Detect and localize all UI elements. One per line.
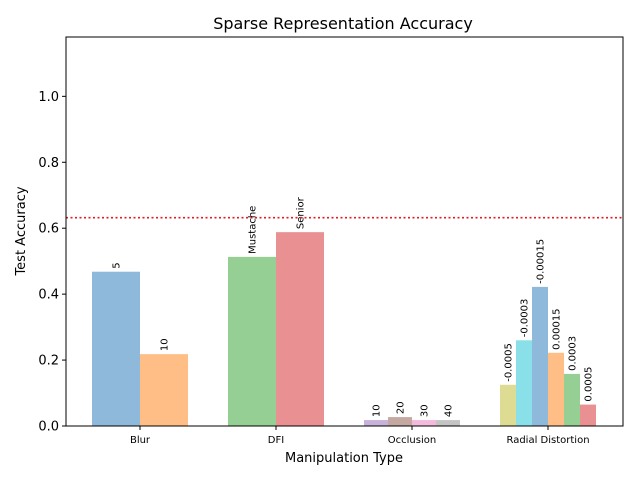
bar — [92, 271, 140, 426]
x-tick-label: DFI — [268, 435, 284, 446]
bar-value-label: 10 — [372, 404, 383, 417]
bar-value-label: 0.0005 — [584, 367, 595, 402]
y-tick-label: 0.2 — [38, 354, 59, 369]
bar — [516, 340, 532, 426]
bar — [500, 384, 516, 426]
bar — [140, 354, 188, 426]
bar — [388, 417, 412, 426]
bar — [228, 256, 276, 426]
bar-value-label: 10 — [160, 338, 171, 351]
x-tick-label: Occlusion — [388, 435, 436, 446]
bar — [364, 420, 388, 426]
bar — [548, 352, 564, 426]
bar — [532, 286, 548, 426]
bar-value-label: Mustache — [248, 206, 259, 254]
y-tick-label: 0.6 — [38, 222, 59, 237]
bar — [436, 420, 460, 426]
axes-frame — [65, 36, 624, 427]
bar — [412, 420, 436, 426]
bar-value-label: 40 — [444, 404, 455, 417]
bar-value-label: 30 — [420, 404, 431, 417]
plot-area: 0.0 0.2 0.4 0.6 0.8 1.0 5 10 Blur Mustache Senior D… — [38, 36, 624, 446]
bar — [580, 404, 596, 426]
x-tick-label: Radial Distortion — [506, 435, 589, 446]
bar-value-label: 0.00015 — [552, 308, 563, 349]
bar-value-label: -0.0003 — [520, 299, 531, 338]
y-axis-label: Test Accuracy — [14, 186, 29, 276]
bar-value-label: -0.00015 — [536, 239, 547, 284]
bar-value-label: Senior — [296, 196, 307, 229]
chart-title: Sparse Representation Accuracy — [213, 14, 473, 33]
bar-value-label: 20 — [396, 401, 407, 414]
y-tick-label: 1.0 — [38, 90, 59, 105]
bar-value-label: -0.0005 — [504, 343, 515, 382]
y-tick-label: 0.8 — [38, 156, 59, 171]
y-tick-label: 0.4 — [38, 288, 59, 303]
bar-value-label: 5 — [112, 262, 123, 268]
bar — [276, 232, 324, 426]
x-tick-label: Blur — [130, 435, 151, 446]
y-tick-label: 0.0 — [38, 420, 59, 435]
x-axis-label: Manipulation Type — [285, 451, 403, 466]
bar-value-label: 0.0003 — [568, 336, 579, 371]
bar — [564, 373, 580, 426]
